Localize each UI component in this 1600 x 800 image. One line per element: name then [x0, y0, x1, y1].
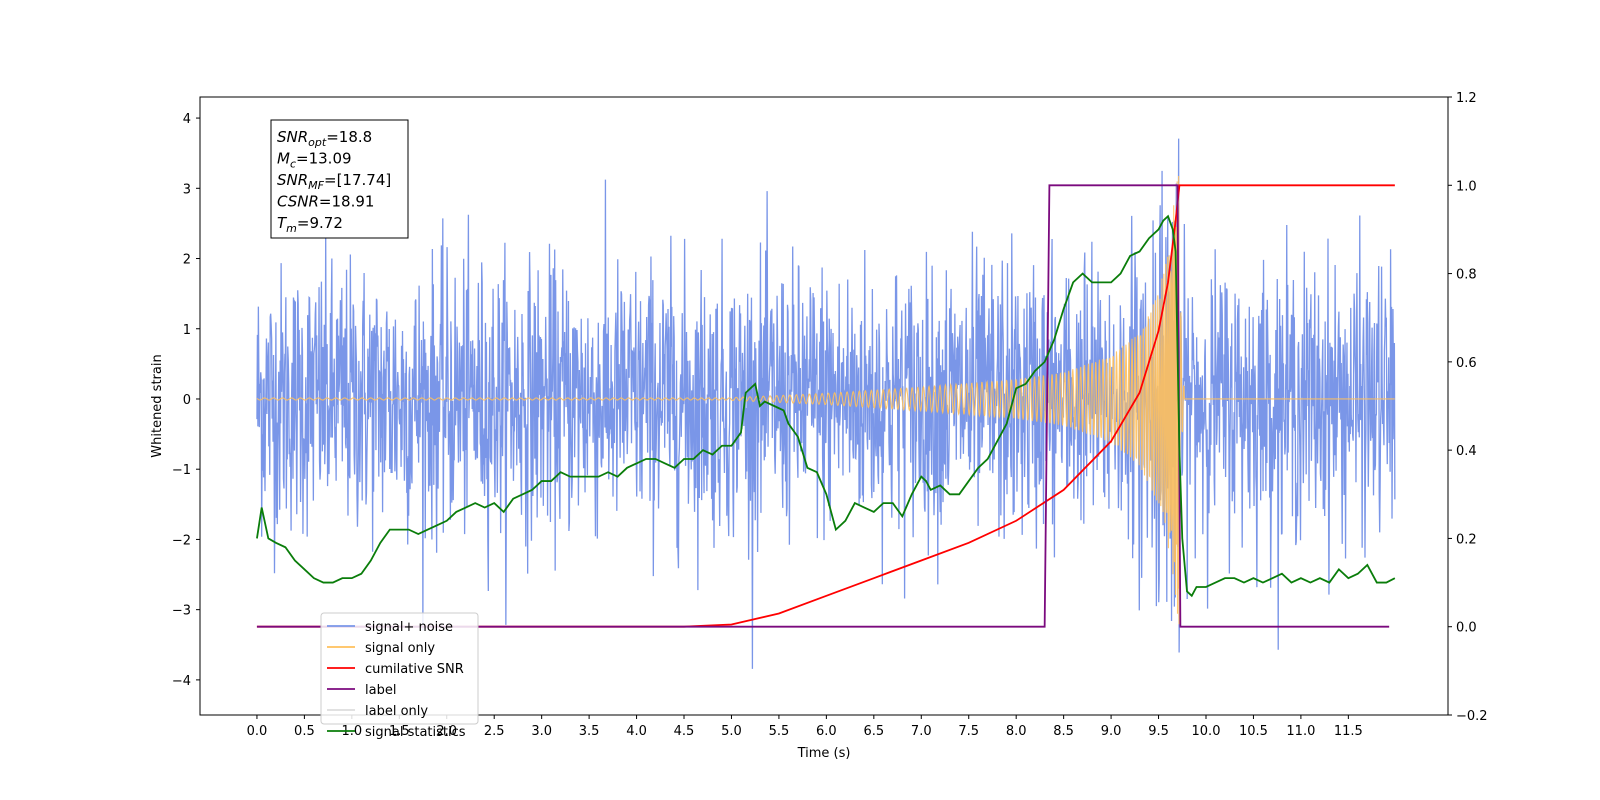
y-tick-label-right: 0.4 — [1456, 444, 1477, 459]
x-tick-label: 0.5 — [294, 724, 315, 739]
series-label — [256, 184, 1390, 628]
x-tick-label: 2.0 — [436, 724, 457, 739]
x-tick-label: 4.0 — [626, 724, 647, 739]
x-tick-label: 9.5 — [1148, 724, 1169, 739]
y-ticks-left: 4 3 2 1 0 −1 −2 −3 −4 — [172, 112, 200, 689]
x-tick-label: 6.5 — [863, 724, 884, 739]
x-tick-label: 7.5 — [958, 724, 979, 739]
x-tick-label: 10.0 — [1192, 724, 1221, 739]
y-tick-label-left: 1 — [183, 323, 191, 338]
x-tick-label: 3.5 — [579, 724, 600, 739]
x-tick-label: 7.0 — [911, 724, 932, 739]
series-signal-noise — [256, 138, 1396, 669]
x-axis-label: Time (s) — [797, 746, 851, 761]
legend: signal+ noise signal only cumilative SNR la… — [320, 612, 479, 740]
legend-entry: label — [365, 683, 396, 698]
legend-entry: signal+ noise — [365, 620, 453, 635]
plot-frame — [199, 96, 1449, 716]
y-tick-label-right: 0.8 — [1456, 268, 1477, 283]
x-tick-label: 8.0 — [1006, 724, 1027, 739]
x-tick-label: 10.5 — [1239, 724, 1268, 739]
x-tick-label: 8.5 — [1053, 724, 1074, 739]
annotation-line: Tm=9.72 — [277, 214, 343, 235]
legend-entry: cumilative SNR — [365, 662, 464, 677]
y-tick-label-left: −2 — [172, 533, 191, 548]
series-cumulative-snr — [256, 184, 1395, 628]
series-signal-only — [256, 175, 1395, 625]
y-tick-label-right: −0.2 — [1456, 709, 1488, 724]
y-tick-label-right: 0.2 — [1456, 532, 1477, 547]
annotation-line: SNRopt=18.8 — [277, 128, 372, 149]
annotation-frame — [270, 119, 409, 239]
x-tick-label: 1.5 — [389, 724, 410, 739]
annotation-box: SNRopt=18.8Mc=13.09SNRMF=[17.74]CSNR=18.… — [270, 119, 409, 239]
legend-entry: signal statistics — [365, 725, 466, 740]
x-tick-label: 5.5 — [769, 724, 790, 739]
x-ticks: 0.0 0.5 1.0 1.5 2.0 2.5 3.0 3.5 4.0 4.5 5.0 5.5 6.0 6… — [247, 715, 1363, 739]
y-tick-label-left: −3 — [172, 604, 191, 619]
annotation-line: CSNR=18.91 — [277, 193, 374, 211]
y-tick-label-left: 0 — [183, 393, 191, 408]
x-tick-label: 5.0 — [721, 724, 742, 739]
x-tick-label: 0.0 — [247, 724, 268, 739]
legend-entry: signal only — [365, 641, 435, 656]
x-tick-label: 3.0 — [531, 724, 552, 739]
x-tick-label: 11.5 — [1334, 724, 1363, 739]
y-tick-label-left: 2 — [183, 253, 191, 268]
annotation-line: SNRMF=[17.74] — [277, 171, 391, 192]
y-tick-label-right: 1.0 — [1456, 179, 1477, 194]
x-tick-label: 9.0 — [1101, 724, 1122, 739]
x-tick-label: 11.0 — [1286, 724, 1315, 739]
x-tick-label: 2.5 — [484, 724, 505, 739]
y-tick-label-right: 1.2 — [1456, 91, 1477, 106]
y-tick-label-left: 4 — [183, 112, 191, 127]
legend-frame — [320, 612, 479, 725]
annotation-line: Mc=13.09 — [277, 150, 352, 171]
series-signal-statistics — [256, 214, 1396, 598]
y-ticks-right: 1.2 1.0 0.8 0.6 0.4 0.2 0.0 −0.2 — [1448, 91, 1488, 724]
y-tick-label-left: 3 — [183, 182, 191, 197]
x-tick-label: 4.5 — [674, 724, 695, 739]
y-tick-label-right: 0.0 — [1456, 621, 1477, 636]
series-layer — [256, 138, 1396, 669]
y-tick-label-left: −4 — [172, 674, 191, 689]
legend-entry: label only — [365, 704, 428, 719]
y-tick-label-left: −1 — [172, 463, 191, 478]
y-tick-label-right: 0.6 — [1456, 356, 1477, 371]
y-axis-label: Whitened strain — [150, 354, 165, 457]
x-tick-label: 6.0 — [816, 724, 837, 739]
